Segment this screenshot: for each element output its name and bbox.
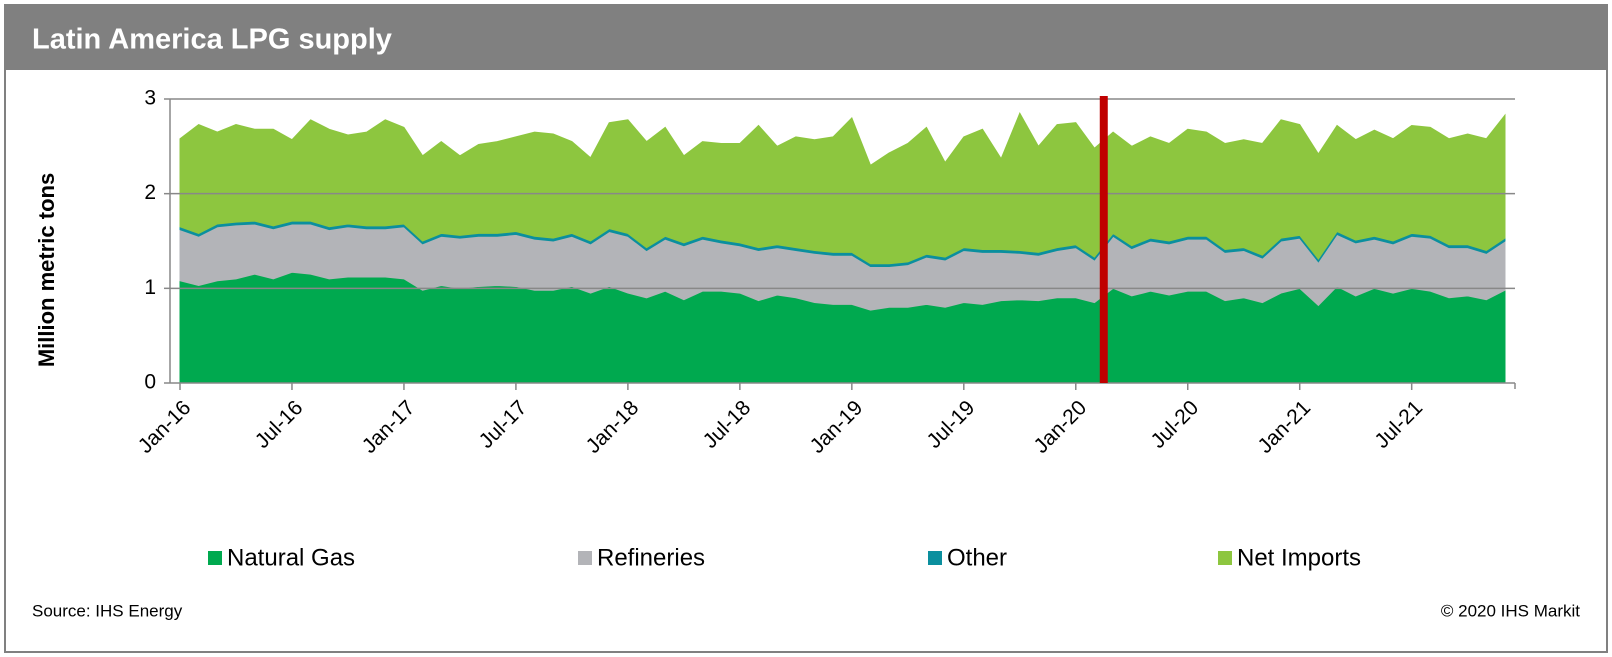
legend-swatch bbox=[208, 551, 222, 565]
y-tick-label: 1 bbox=[144, 276, 156, 299]
copyright: © 2020 IHS Markit bbox=[1441, 601, 1580, 620]
legend-label: Refineries bbox=[597, 544, 705, 571]
legend-swatch bbox=[928, 551, 942, 565]
legend-label: Net Imports bbox=[1237, 544, 1361, 571]
y-axis-label: Million metric tons bbox=[34, 173, 59, 367]
legend-swatch bbox=[578, 551, 592, 565]
y-tick-label: 2 bbox=[144, 181, 156, 204]
y-tick-label: 0 bbox=[144, 371, 156, 394]
area bbox=[179, 112, 1506, 265]
source: Source: IHS Energy bbox=[32, 601, 183, 620]
header-bar bbox=[5, 5, 1607, 70]
y-tick-label: 3 bbox=[144, 87, 156, 110]
chart-title: Latin America LPG supply bbox=[32, 24, 392, 56]
legend-swatch bbox=[1218, 551, 1232, 565]
legend-label: Other bbox=[947, 544, 1007, 571]
legend-label: Natural Gas bbox=[227, 544, 355, 571]
